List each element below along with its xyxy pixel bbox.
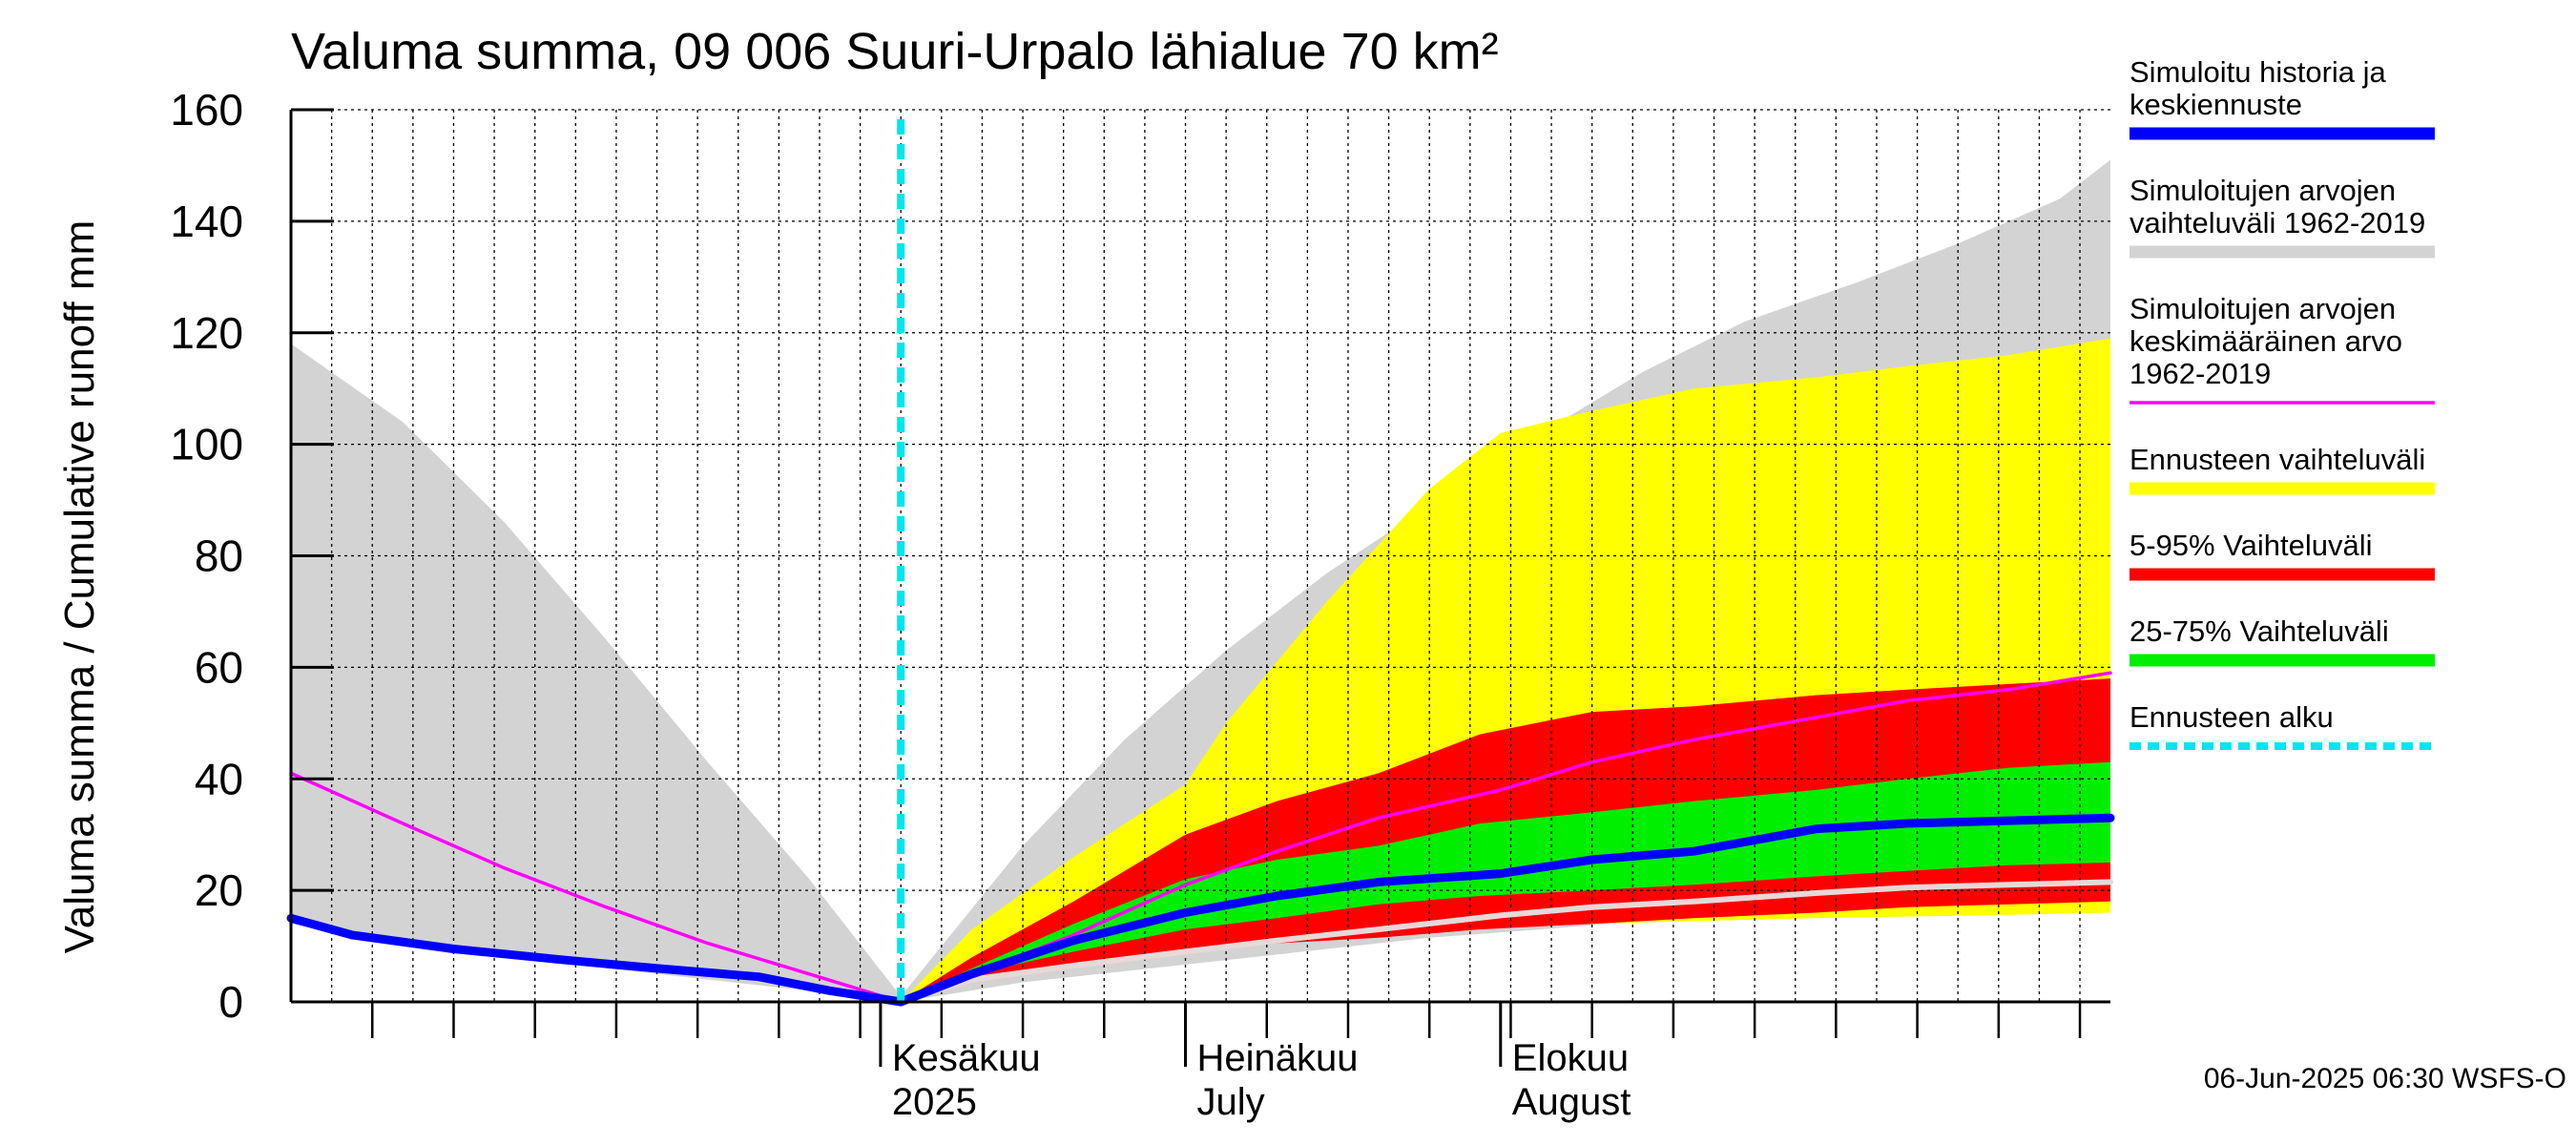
simulated-history-line: [286, 813, 2115, 1007]
legend-label: 25-75% Vaihteluväli: [2129, 614, 2389, 648]
legend-label: keskimääräinen arvo: [2129, 324, 2402, 358]
y-tick-label: 20: [195, 865, 243, 915]
legend-label: 1962-2019: [2129, 357, 2271, 390]
line-layer: [286, 119, 2115, 1007]
legend-label: vaihteluväli 1962-2019: [2129, 206, 2425, 239]
y-tick-label: 160: [170, 85, 243, 135]
y-tick-label: 40: [195, 754, 243, 803]
month-label: Elokuu: [1512, 1037, 1629, 1079]
footer-timestamp: 06-Jun-2025 06:30 WSFS-O: [2204, 1063, 2566, 1094]
month-label: Kesäkuu: [892, 1037, 1041, 1079]
forecast-median-line: [898, 879, 2113, 1005]
chart-title: Valuma summa, 09 006 Suuri-Urpalo lähial…: [291, 23, 1499, 80]
y-tick-label: 120: [170, 308, 243, 358]
y-axis-label: Valuma summa / Cumulative runoff mm: [56, 220, 103, 954]
legend-label: Simuloitujen arvojen: [2129, 174, 2396, 207]
p25-75-band: [901, 761, 2111, 1002]
legend-label: Ennusteen alku: [2129, 700, 2334, 734]
band-layer: [291, 159, 2111, 1003]
legend-label: Ennusteen vaihteluväli: [2129, 443, 2425, 476]
month-sublabel: August: [1512, 1081, 1631, 1123]
y-tick-label: 0: [218, 977, 243, 1027]
y-tick-label: 100: [170, 420, 243, 469]
mean-historical-line: [289, 671, 2112, 1004]
legend-label: Simuloitujen arvojen: [2129, 292, 2396, 325]
y-tick-label: 80: [195, 531, 243, 581]
month-sublabel: 2025: [892, 1081, 977, 1123]
legend-label: Simuloitu historia ja: [2129, 55, 2387, 89]
legend-label: 5-95% Vaihteluväli: [2129, 529, 2372, 562]
month-sublabel: July: [1197, 1081, 1265, 1123]
grid-layer: [290, 109, 2110, 1002]
legend-label: keskiennuste: [2129, 88, 2302, 121]
y-tick-label: 140: [170, 197, 243, 246]
month-label: Heinäkuu: [1197, 1037, 1359, 1079]
y-tick-label: 60: [195, 642, 243, 692]
